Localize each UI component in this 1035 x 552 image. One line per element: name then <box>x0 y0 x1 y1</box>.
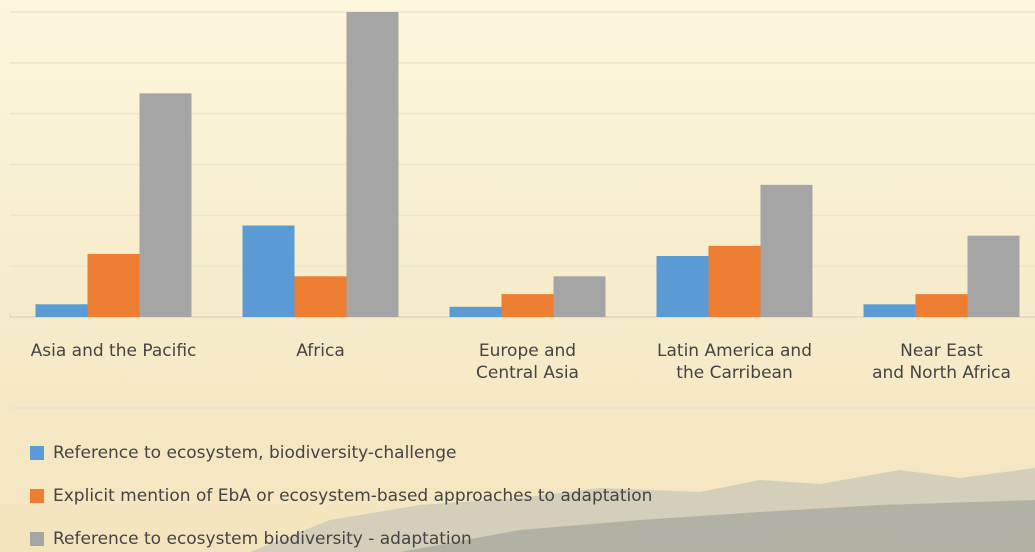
legend-label: Explicit mention of EbA or ecosystem-bas… <box>53 486 652 506</box>
x-tick-label: Latin America and the Carribean <box>657 341 812 383</box>
bar <box>553 276 606 317</box>
bar <box>139 93 192 317</box>
legend-swatch <box>30 446 44 460</box>
bar <box>760 184 813 317</box>
legend-label: Reference to ecosystem, biodiversity-cha… <box>53 443 457 463</box>
bar <box>501 294 554 317</box>
bar <box>35 304 88 317</box>
bar <box>87 253 140 317</box>
legend-label: Reference to ecosystem biodiversity - ad… <box>53 529 472 549</box>
mountains-near <box>400 500 1035 552</box>
bar <box>449 306 502 317</box>
x-tick-label: Near East and North Africa <box>872 341 1011 383</box>
bar <box>294 276 347 317</box>
x-tick-label: Europe and Central Asia <box>476 341 579 383</box>
legend-swatch <box>30 489 44 503</box>
bar <box>656 256 709 317</box>
bar <box>967 235 1020 317</box>
x-tick-label: Asia and the Pacific <box>31 341 197 361</box>
x-tick-label: Africa <box>296 341 345 361</box>
bar <box>863 304 916 317</box>
bar <box>915 294 968 317</box>
bar <box>708 245 761 317</box>
bar <box>242 225 295 317</box>
legend-swatch <box>30 532 44 546</box>
bar <box>346 12 399 317</box>
